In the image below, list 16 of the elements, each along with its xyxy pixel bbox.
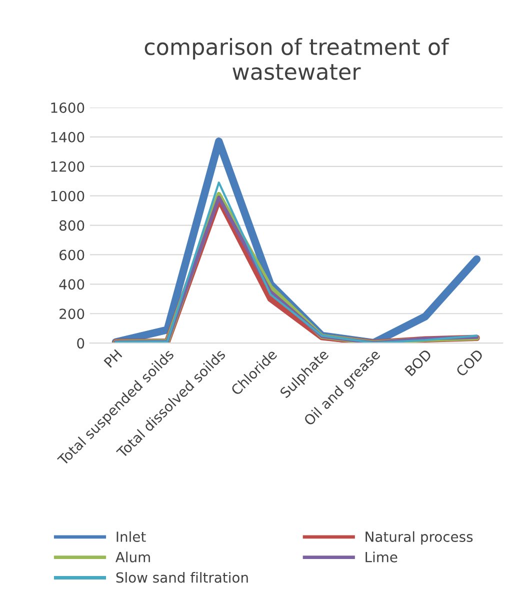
y-tick-label: 200 — [60, 308, 84, 320]
y-tick-label: 1400 — [51, 132, 84, 142]
legend-label: Alum — [116, 552, 150, 562]
legend-label: Natural process — [366, 531, 473, 545]
chart-title: comparison of treatment of wastewater — [144, 38, 450, 80]
y-tick-label: 1200 — [51, 161, 84, 172]
y-tick-label: 400 — [59, 279, 84, 290]
y-tick-label: 600 — [60, 250, 84, 260]
x-tick-label: PH — [104, 349, 122, 368]
y-tick-label: 0 — [77, 338, 84, 349]
legend-label: Lime — [366, 552, 398, 562]
legend-label: Slow sand filtration — [116, 572, 248, 583]
legend-label: Inlet — [116, 531, 146, 542]
y-tick-label: 1600 — [51, 102, 84, 113]
y-tick-label: 800 — [60, 220, 84, 231]
y-tick-label: 1000 — [51, 190, 84, 202]
